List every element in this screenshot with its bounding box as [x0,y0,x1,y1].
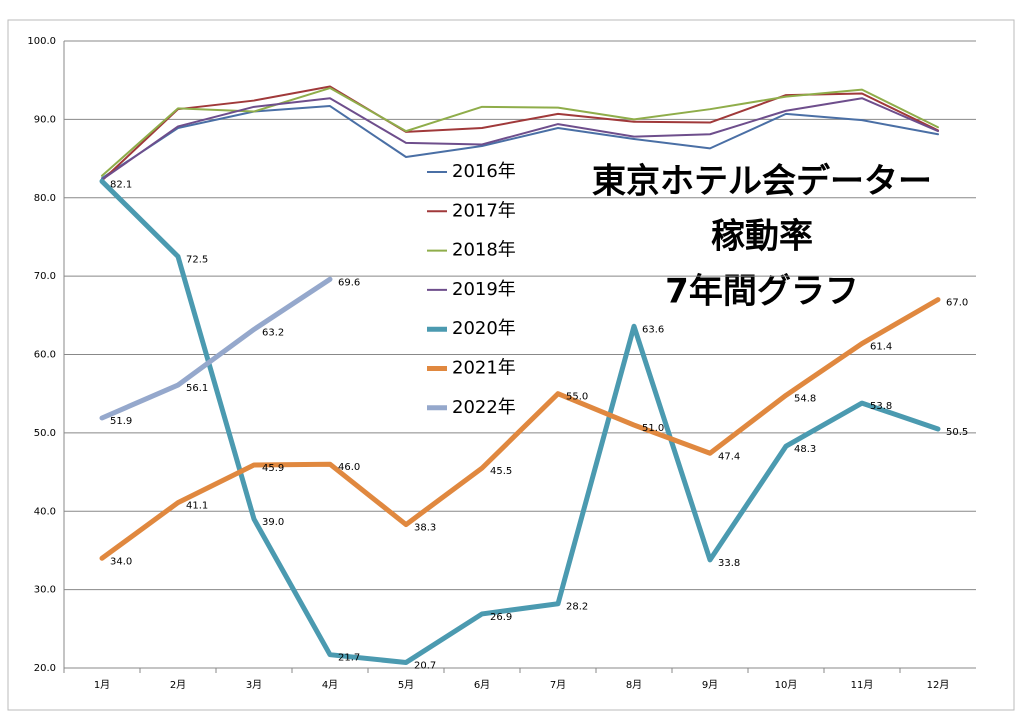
data-label: 63.6 [642,324,664,335]
series-line [99,276,333,421]
chart-title: 稼動率 [711,217,813,257]
data-label: 47.4 [718,451,740,462]
data-label: 21.7 [338,653,360,664]
y-tick-label: 100.0 [27,36,56,47]
legend-label: 2016年 [452,161,516,182]
data-label: 28.2 [566,602,588,613]
data-label: 38.3 [414,523,436,534]
data-label: 45.9 [262,463,284,474]
x-tick-label: 1月 [94,679,110,691]
y-tick-label: 60.0 [34,350,56,361]
data-label: 20.7 [414,661,436,672]
x-tick-label: 2月 [170,679,186,691]
series-line [99,178,941,666]
legend-label: 2018年 [452,240,516,261]
data-label: 55.0 [566,392,588,403]
series-line [101,97,939,181]
y-tick-label: 50.0 [34,428,56,439]
data-label: 51.9 [110,416,132,427]
x-tick-label: 9月 [702,679,718,691]
chart-title: 東京ホテル会データー [592,162,932,202]
y-tick-label: 80.0 [34,193,56,204]
data-label: 33.8 [718,558,740,569]
chart-title: 7年間グラフ [665,272,859,312]
data-label: 26.9 [490,612,512,623]
y-tick-label: 90.0 [34,114,56,125]
data-label: 72.5 [186,255,208,266]
data-label: 45.5 [490,466,512,477]
series-line [101,105,939,180]
legend-label: 2019年 [452,279,516,300]
data-label: 82.1 [110,179,132,190]
chart-frame [7,19,1015,711]
data-label: 69.6 [338,277,360,288]
y-tick-label: 30.0 [34,585,56,596]
data-label: 63.2 [262,327,284,338]
y-tick-label: 70.0 [34,271,56,282]
x-tick-label: 11月 [851,679,874,691]
data-label: 48.3 [794,444,816,455]
x-tick-label: 12月 [927,679,950,691]
x-tick-label: 7月 [550,679,566,691]
x-tick-label: 6月 [474,679,490,691]
legend-label: 2021年 [452,358,516,379]
data-label: 39.0 [262,517,284,528]
x-tick-label: 8月 [626,679,642,691]
legend-label: 2017年 [452,200,516,221]
x-tick-label: 10月 [775,679,798,691]
x-tick-label: 3月 [246,679,262,691]
y-tick-label: 40.0 [34,506,56,517]
data-label: 51.0 [642,423,664,434]
x-tick-label: 5月 [398,679,414,691]
data-label: 56.1 [186,383,208,394]
data-label: 46.0 [338,462,360,473]
data-label: 53.8 [870,401,892,412]
data-label: 34.0 [110,556,132,567]
data-label: 61.4 [870,342,892,353]
data-label: 54.8 [794,393,816,404]
data-label: 41.1 [186,501,208,512]
data-label: 67.0 [946,298,968,309]
series-line [99,297,941,561]
legend-label: 2022年 [452,397,516,418]
x-tick-label: 4月 [322,679,338,691]
legend-label: 2020年 [452,318,516,339]
y-tick-label: 20.0 [34,663,56,674]
data-label: 50.5 [946,427,968,438]
